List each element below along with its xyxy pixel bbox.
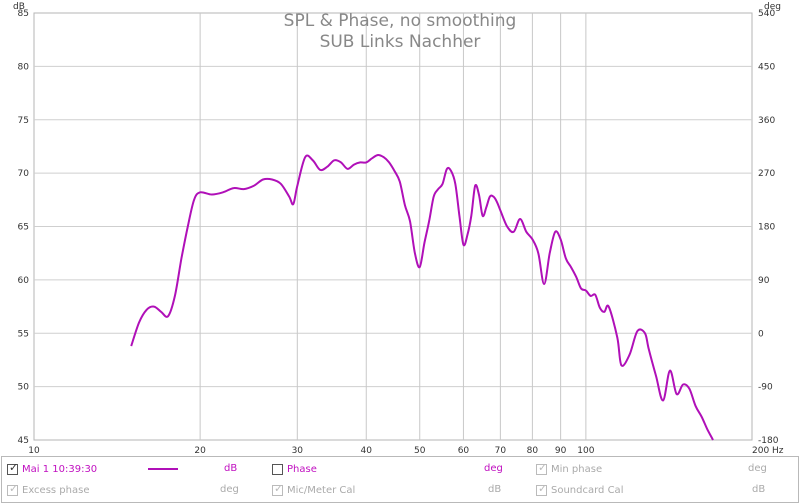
legend-label-mic-cal: Mic/Meter Cal [287, 484, 356, 496]
check-icon: ✓ [9, 481, 19, 495]
y2-tick-label: 0 [758, 329, 764, 339]
y-axis-ticks: 45 50 55 60 65 70 75 80 85 [18, 9, 30, 446]
legend-item-phase[interactable]: Phase [272, 462, 317, 476]
check-icon: ✓ [538, 460, 548, 474]
y2-axis-label: deg [764, 2, 781, 12]
legend-label-measurement: Mai 1 10:39:30 [22, 463, 98, 475]
legend-item-excess-phase[interactable]: ✓ Excess phase [7, 483, 90, 497]
y-tick-label: 70 [18, 169, 30, 179]
x-tick-label: 80 [527, 446, 539, 455]
y-tick-label: 85 [18, 9, 29, 19]
x-tick-label: 70 [495, 446, 507, 455]
y2-tick-label: 180 [758, 223, 775, 233]
min-phase-checkbox[interactable]: ✓ [536, 460, 548, 475]
y2-tick-label: -90 [758, 383, 773, 393]
legend-item-mic-cal[interactable]: ✓ Mic/Meter Cal [272, 483, 355, 497]
y-tick-label: 80 [18, 62, 30, 72]
y-axis-label: dB [13, 2, 25, 12]
legend-item-measurement[interactable]: ✓ Mai 1 10:39:30 [7, 462, 97, 476]
chart-title: SPL & Phase, no smoothing [284, 11, 517, 31]
y2-tick-label: 360 [758, 116, 775, 126]
grid [34, 13, 752, 440]
legend-unit-phase: deg [484, 463, 503, 474]
mic-cal-checkbox[interactable]: ✓ [272, 481, 284, 496]
measurement-checkbox[interactable]: ✓ [7, 460, 19, 475]
legend-label-phase: Phase [287, 463, 317, 475]
legend-label-min-phase: Min phase [551, 463, 603, 475]
y2-tick-label: 540 [758, 9, 775, 19]
y2-axis-ticks: -180 -90 0 90 180 270 360 450 540 [758, 9, 779, 446]
legend-unit-soundcard-cal: dB [752, 484, 766, 495]
y2-tick-label: 90 [758, 276, 770, 286]
excess-phase-checkbox[interactable]: ✓ [7, 481, 19, 496]
x-tick-label: 90 [555, 446, 567, 455]
x-tick-label: 20 [194, 446, 206, 455]
chart-subtitle: SUB Links Nachher [320, 32, 481, 52]
legend-unit-measurement: dB [224, 463, 238, 474]
legend-item-soundcard-cal[interactable]: ✓ Soundcard Cal [536, 483, 623, 497]
y-tick-label: 55 [18, 329, 29, 339]
x-tick-label: 60 [458, 446, 470, 455]
x-tick-label: 100 [577, 446, 594, 455]
y-tick-label: 50 [18, 383, 30, 393]
check-icon: ✓ [538, 481, 548, 495]
x-tick-label: 50 [414, 446, 426, 455]
phase-checkbox[interactable] [272, 463, 283, 475]
legend-frame [1, 456, 799, 503]
soundcard-cal-checkbox[interactable]: ✓ [536, 481, 548, 496]
y2-tick-label: 450 [758, 62, 775, 72]
series-line-spl [130, 153, 714, 441]
x-tick-label: 200 Hz [752, 446, 784, 455]
y2-tick-label: 270 [758, 169, 775, 179]
legend-unit-min-phase: deg [748, 463, 767, 474]
legend-label-excess-phase: Excess phase [22, 484, 90, 496]
legend-label-soundcard-cal: Soundcard Cal [551, 484, 624, 496]
spl-phase-chart: 45 50 55 60 65 70 75 80 85 -180 -90 0 90 180 270 360 45… [13, 2, 784, 455]
x-tick-label: 40 [361, 446, 373, 455]
series-layer [130, 153, 714, 441]
legend-unit-excess-phase: deg [220, 484, 239, 495]
y-tick-label: 45 [18, 436, 29, 446]
measurement-line-swatch [148, 468, 178, 470]
y-tick-label: 60 [18, 276, 30, 286]
y-tick-label: 65 [18, 223, 29, 233]
y-tick-label: 75 [18, 116, 29, 126]
x-axis-ticks: 10 20 30 40 50 60 70 80 90 100 200 Hz [28, 446, 784, 455]
check-icon: ✓ [9, 460, 19, 474]
legend-panel: ✓ Mai 1 10:39:30 dB Phase deg ✓ Min phas… [0, 455, 800, 503]
check-icon: ✓ [274, 481, 284, 495]
x-tick-label: 10 [28, 446, 40, 455]
y2-tick-label: -180 [758, 436, 779, 446]
legend-unit-mic-cal: dB [488, 484, 502, 495]
legend-item-min-phase[interactable]: ✓ Min phase [536, 462, 602, 476]
x-tick-label: 30 [292, 446, 304, 455]
